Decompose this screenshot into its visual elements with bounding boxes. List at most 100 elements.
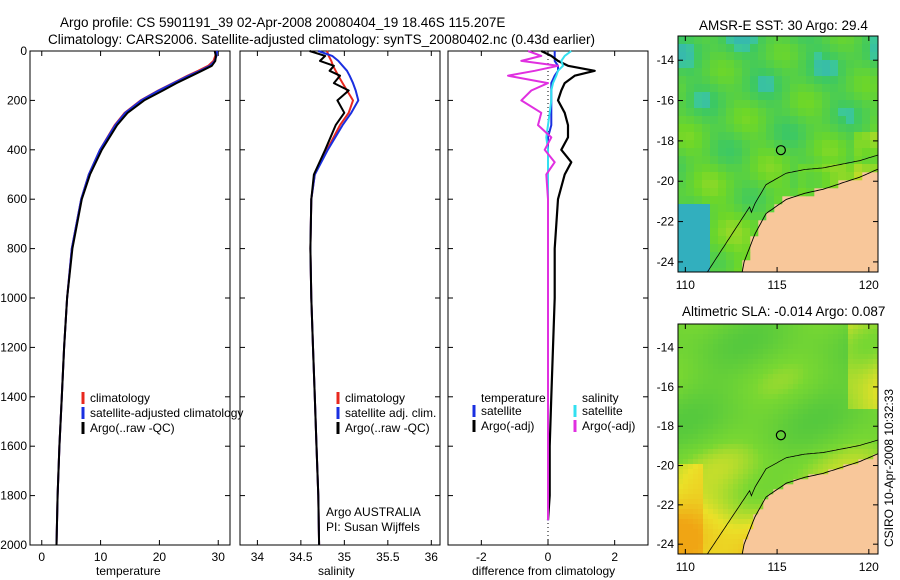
field-cell [748, 379, 754, 385]
field-cell [753, 474, 759, 480]
field-cell [693, 339, 699, 345]
field-cell [854, 116, 863, 125]
field-cell [793, 384, 799, 390]
field-cell [843, 349, 849, 355]
field-cell [702, 220, 711, 229]
field-cell [833, 339, 839, 345]
field-cell [833, 379, 839, 385]
field-cell [798, 424, 804, 430]
field-cell [783, 369, 789, 375]
field-cell [758, 349, 764, 355]
field-cell [858, 414, 864, 420]
field-cell [823, 354, 829, 360]
field-cell [793, 429, 799, 435]
field-cell [678, 339, 684, 345]
field-cell [798, 409, 804, 415]
field-cell [710, 100, 719, 109]
field-cell [813, 344, 819, 350]
field-cell [863, 324, 869, 330]
field-cell [823, 429, 829, 435]
field-cell [863, 424, 869, 430]
field-cell [683, 449, 689, 455]
field-cell [693, 359, 699, 365]
field-cell [822, 124, 831, 133]
field-cell [738, 474, 744, 480]
field-cell [748, 414, 754, 420]
field-cell [822, 172, 831, 181]
field-cell [823, 374, 829, 380]
field-cell [870, 156, 879, 165]
field-cell [838, 68, 847, 77]
field-cell [758, 414, 764, 420]
field-cell [828, 359, 834, 365]
field-cell [758, 454, 764, 460]
field-cell [702, 52, 711, 61]
field-cell [713, 499, 719, 505]
field-cell [803, 374, 809, 380]
field-cell [678, 549, 684, 555]
field-cell [743, 479, 749, 485]
field-cell [778, 354, 784, 360]
field-cell [813, 379, 819, 385]
field-cell [793, 344, 799, 350]
field-cell [806, 36, 815, 45]
field-cell [830, 164, 839, 173]
field-cell [818, 394, 824, 400]
field-cell [843, 419, 849, 425]
field-cell [733, 369, 739, 375]
field-cell [813, 364, 819, 370]
field-cell [862, 116, 871, 125]
field-cell [694, 124, 703, 133]
field-cell [688, 369, 694, 375]
field-cell [718, 519, 724, 525]
field-cell [793, 474, 799, 480]
field-cell [763, 359, 769, 365]
field-cell [683, 404, 689, 410]
field-cell [723, 419, 729, 425]
field-cell [783, 419, 789, 425]
field-cell [833, 444, 839, 450]
field-cell [774, 156, 783, 165]
field-cell [766, 68, 775, 77]
field-cell [753, 419, 759, 425]
field-cell [758, 374, 764, 380]
field-cell [833, 334, 839, 340]
field-cell [742, 140, 751, 149]
field-cell [774, 164, 783, 173]
field-cell [763, 459, 769, 465]
field-cell [743, 369, 749, 375]
field-cell [828, 399, 834, 405]
lat-tick-label: -18 [657, 419, 675, 433]
field-cell [758, 434, 764, 440]
field-cell [873, 324, 879, 330]
field-cell [683, 354, 689, 360]
x-tick-label: -2 [476, 550, 487, 564]
field-cell [708, 514, 714, 520]
field-cell [782, 84, 791, 93]
field-cell [790, 116, 799, 125]
field-cell [843, 354, 849, 360]
field-cell [726, 156, 735, 165]
field-cell [803, 399, 809, 405]
field-cell [778, 349, 784, 355]
field-cell [873, 349, 879, 355]
field-cell [870, 92, 879, 101]
field-cell [753, 359, 759, 365]
field-cell [788, 434, 794, 440]
field-cell [868, 339, 874, 345]
field-cell [718, 36, 727, 45]
field-cell [723, 434, 729, 440]
field-cell [823, 349, 829, 355]
field-cell [758, 68, 767, 77]
field-cell [818, 339, 824, 345]
field-cell [870, 164, 879, 173]
field-cell [873, 434, 879, 440]
field-cell [782, 100, 791, 109]
field-cell [703, 339, 709, 345]
field-cell [738, 479, 744, 485]
field-cell [713, 349, 719, 355]
field-cell [718, 374, 724, 380]
field-cell [726, 132, 735, 141]
field-cell [813, 469, 819, 475]
field-cell [718, 394, 724, 400]
